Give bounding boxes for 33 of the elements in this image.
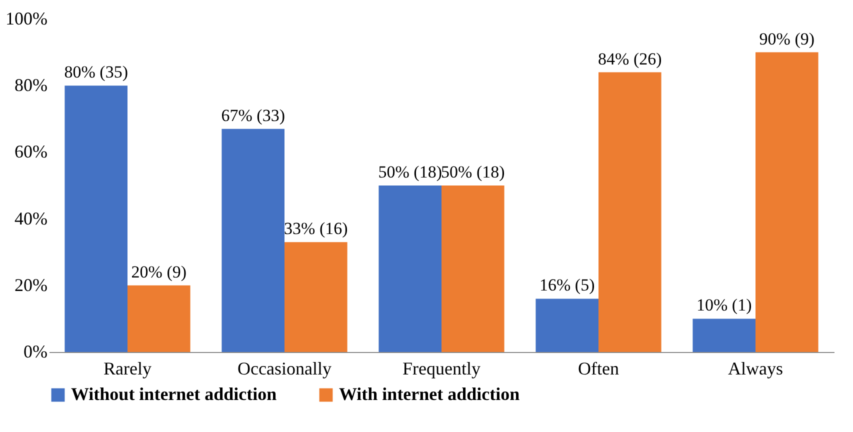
bar [442,186,504,352]
data-label: 10% (1) [696,296,752,315]
bar [756,52,818,352]
legend-label: With internet addiction [339,384,520,404]
x-tick-label: Always [728,358,783,378]
bar [598,72,662,352]
data-label: 90% (9) [759,29,815,48]
bar [692,318,756,352]
bar [284,242,348,352]
data-label: 84% (26) [598,49,662,68]
y-tick-label: 0% [24,342,48,362]
data-label: 33% (16) [284,219,348,238]
x-tick-label: Rarely [104,358,152,378]
data-label: 20% (9) [131,262,187,282]
y-tick-label: 40% [14,208,48,228]
bar [378,186,442,352]
x-tick-label: Frequently [402,358,480,378]
data-label: 50% (18) [378,162,442,182]
data-label: 67% (33) [221,106,285,125]
y-tick-label: 80% [14,75,48,96]
bar [222,128,284,352]
y-tick-label: 20% [14,274,48,295]
x-tick-label: Occasionally [238,358,332,378]
data-label: 80% (35) [64,62,128,82]
bar [536,298,598,352]
data-label: 16% (5) [539,276,595,295]
y-tick-label: 60% [14,142,48,162]
bar [128,285,190,352]
y-tick-label: 100% [6,8,48,28]
x-tick-label: Often [578,358,619,378]
bar [64,86,128,352]
data-label: 50% (18) [441,162,505,182]
legend-label: Without internet addiction [71,384,277,404]
